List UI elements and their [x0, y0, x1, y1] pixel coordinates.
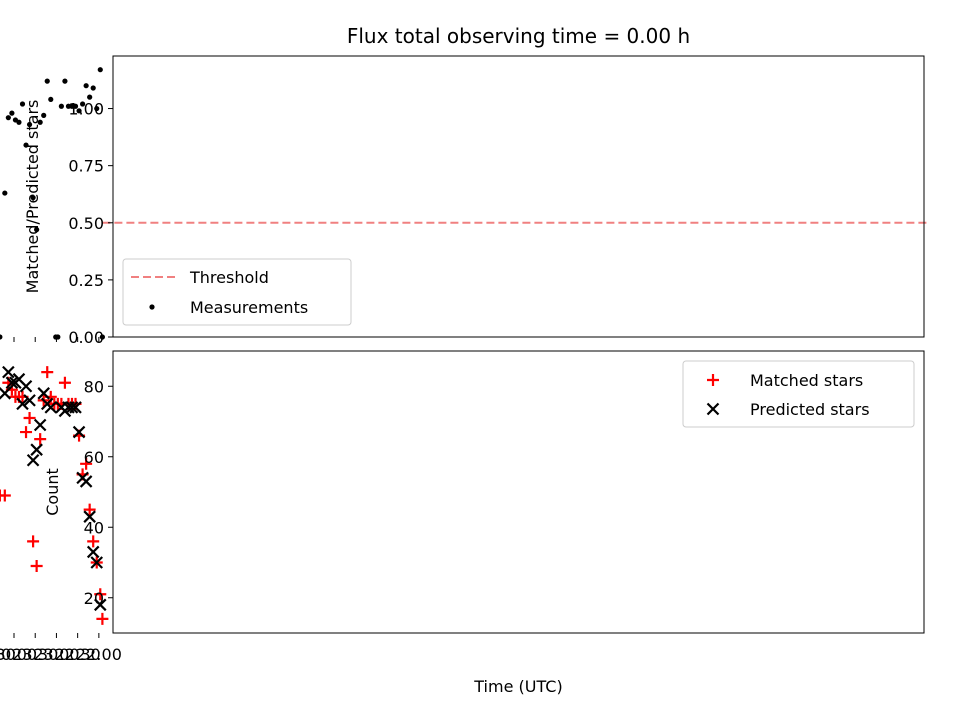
matched-point: [20, 426, 33, 439]
legend-matched-swatch: [707, 374, 719, 386]
legend-measurement-swatch: [149, 304, 155, 310]
x-tick-label: 22:00: [76, 645, 122, 664]
measurement-point: [76, 108, 82, 114]
measurement-point: [30, 195, 36, 201]
y-tick-label: 40: [84, 518, 104, 537]
matched-point: [80, 457, 93, 470]
measurement-point: [41, 112, 47, 118]
measurement-point: [90, 85, 96, 91]
measurement-point: [9, 110, 15, 116]
y-tick-label: 20: [84, 589, 104, 608]
measurement-point: [44, 78, 50, 84]
x-tick-label: 00:30: [0, 645, 16, 664]
legend-measurement-label: Measurements: [190, 298, 308, 317]
predicted-point: [5, 376, 19, 390]
measurement-point: [83, 83, 89, 89]
matched-point: [27, 535, 40, 548]
x-tick-label: 00:00: [0, 645, 37, 664]
predicted-point: [72, 425, 86, 439]
legend-threshold-label: Threshold: [189, 268, 269, 287]
predicted-point: [30, 443, 43, 456]
measurement-point: [12, 117, 19, 123]
x-tick-label: 22:30: [55, 645, 101, 664]
y-tick-label: 0.25: [68, 271, 104, 290]
predicted-point: [26, 453, 40, 467]
measurement-point: [53, 334, 59, 340]
predicted-point: [55, 401, 68, 414]
y-tick-label: 0.50: [68, 214, 104, 233]
legend-box: [682, 360, 915, 428]
matched-point: [0, 489, 6, 502]
measurement-point: [23, 142, 29, 148]
top-plot-frame: [112, 55, 925, 338]
top-panel: Flux total observing time = 0.00 h 0.00 0.…: [0, 24, 930, 347]
predicted-point: [90, 556, 104, 569]
bottom-panel: 2040608022:0022:3023:0023:3000:0000:3001…: [0, 350, 925, 696]
matched-point: [30, 560, 43, 573]
measurement-point: [79, 101, 86, 107]
predicted-point: [9, 376, 22, 390]
predicted-point: [76, 471, 89, 485]
matched-point: [87, 535, 100, 548]
y-axis-label: Matched/Predicted stars: [23, 100, 42, 294]
measurement-point: [97, 67, 103, 73]
measurement-point: [58, 103, 64, 109]
measurement-point: [62, 78, 68, 84]
measurement-point: [48, 96, 54, 103]
legend-matched-label: Matched stars: [750, 371, 863, 390]
y-axis-label: Count: [43, 468, 62, 516]
matched-point: [9, 390, 22, 403]
predicted-point: [86, 545, 100, 559]
bottom-plot-frame: [112, 350, 925, 634]
x-tick-label: 23:30: [12, 645, 58, 664]
measurement-point: [0, 334, 3, 340]
y-tick-label: 60: [84, 448, 104, 467]
predicted-point: [0, 387, 12, 400]
y-tick-label: 0.75: [68, 157, 104, 176]
y-tick-label: 80: [84, 377, 104, 396]
measurement-point: [26, 121, 33, 128]
measurement-point: [2, 190, 8, 196]
y-tick-label: 0.00: [68, 328, 104, 347]
predicted-point: [93, 598, 107, 612]
matched-point: [96, 612, 109, 625]
measurement-point: [5, 115, 11, 121]
predicted-point: [23, 394, 36, 407]
predicted-point: [83, 510, 96, 523]
measurement-point: [94, 105, 100, 112]
matched-point: [41, 366, 54, 379]
predicted-point: [40, 397, 54, 411]
measurement-point: [37, 119, 43, 125]
x-axis-label: Time (UTC): [473, 677, 562, 696]
chart-title: Flux total observing time = 0.00 h: [347, 24, 690, 48]
measurement-point: [65, 103, 72, 109]
matched-point: [58, 376, 71, 389]
matched-point: [94, 588, 107, 601]
predicted-point: [33, 418, 47, 432]
predicted-point: [37, 387, 50, 400]
predicted-point: [16, 397, 29, 411]
predicted-point: [2, 365, 15, 379]
matched-point: [23, 411, 36, 424]
x-tick-label: 23:00: [33, 645, 79, 664]
legend-predicted-label: Predicted stars: [750, 400, 870, 419]
predicted-point: [65, 401, 79, 414]
measurement-point: [19, 101, 26, 107]
y-tick-label: 1.00: [68, 100, 104, 119]
matched-point: [34, 433, 47, 446]
measurement-point: [99, 334, 105, 340]
legend-box: [122, 258, 352, 326]
measurement-point: [34, 227, 40, 233]
legend-predicted-swatch: [706, 402, 720, 416]
matched-point: [83, 503, 96, 516]
measurement-point: [87, 94, 93, 100]
